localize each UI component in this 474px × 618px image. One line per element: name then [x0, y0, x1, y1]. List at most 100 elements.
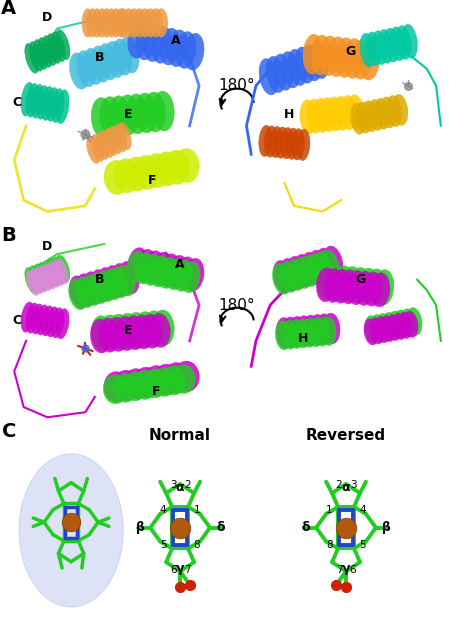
- Ellipse shape: [311, 35, 331, 75]
- Ellipse shape: [69, 279, 87, 310]
- Ellipse shape: [142, 369, 166, 398]
- Ellipse shape: [327, 97, 344, 131]
- Ellipse shape: [25, 43, 39, 74]
- Ellipse shape: [98, 268, 118, 300]
- Ellipse shape: [55, 259, 68, 284]
- Ellipse shape: [19, 454, 123, 607]
- Ellipse shape: [43, 260, 57, 287]
- Ellipse shape: [327, 37, 347, 77]
- Ellipse shape: [75, 277, 94, 308]
- Ellipse shape: [307, 253, 325, 284]
- Ellipse shape: [114, 370, 139, 400]
- Ellipse shape: [153, 91, 174, 131]
- Ellipse shape: [107, 317, 128, 352]
- Ellipse shape: [100, 315, 122, 350]
- Text: δ: δ: [301, 521, 310, 534]
- Ellipse shape: [158, 257, 177, 289]
- Ellipse shape: [128, 22, 148, 58]
- Ellipse shape: [355, 271, 374, 305]
- Text: 8: 8: [194, 540, 201, 550]
- Ellipse shape: [142, 254, 162, 286]
- Ellipse shape: [352, 40, 372, 79]
- Ellipse shape: [87, 136, 100, 163]
- Text: δ: δ: [216, 521, 225, 534]
- Ellipse shape: [264, 126, 278, 157]
- Text: 2: 2: [336, 480, 342, 490]
- Ellipse shape: [324, 246, 343, 278]
- Ellipse shape: [25, 268, 39, 294]
- Text: 7: 7: [184, 565, 191, 575]
- Ellipse shape: [303, 34, 323, 74]
- Ellipse shape: [115, 9, 127, 37]
- Point: [342, 583, 350, 593]
- Text: β: β: [382, 521, 391, 534]
- Ellipse shape: [387, 315, 401, 341]
- Ellipse shape: [381, 316, 395, 342]
- Text: D: D: [42, 11, 53, 23]
- Text: 180°: 180°: [219, 298, 255, 313]
- Ellipse shape: [120, 36, 139, 73]
- Ellipse shape: [273, 54, 293, 90]
- Ellipse shape: [91, 46, 110, 82]
- Ellipse shape: [398, 312, 412, 339]
- Ellipse shape: [309, 250, 328, 282]
- Ellipse shape: [184, 33, 204, 70]
- Ellipse shape: [364, 319, 378, 345]
- Text: G: G: [346, 45, 356, 58]
- Ellipse shape: [29, 266, 43, 292]
- Text: F: F: [147, 174, 156, 187]
- Ellipse shape: [36, 85, 49, 119]
- Ellipse shape: [109, 126, 122, 154]
- Ellipse shape: [113, 124, 127, 151]
- Text: 6: 6: [350, 565, 356, 575]
- Text: 7: 7: [336, 565, 342, 575]
- Ellipse shape: [377, 313, 392, 341]
- Ellipse shape: [404, 311, 418, 337]
- Ellipse shape: [171, 365, 195, 394]
- Ellipse shape: [36, 305, 49, 335]
- Ellipse shape: [286, 260, 305, 290]
- Ellipse shape: [164, 150, 189, 184]
- Ellipse shape: [341, 266, 362, 302]
- Ellipse shape: [273, 261, 292, 293]
- Ellipse shape: [317, 314, 333, 344]
- Ellipse shape: [149, 9, 163, 37]
- Ellipse shape: [310, 42, 329, 78]
- Ellipse shape: [30, 269, 44, 294]
- Text: 5: 5: [160, 540, 166, 550]
- Ellipse shape: [301, 318, 317, 347]
- Ellipse shape: [371, 273, 390, 307]
- Ellipse shape: [91, 269, 110, 302]
- Ellipse shape: [103, 269, 121, 300]
- Ellipse shape: [288, 320, 304, 349]
- Ellipse shape: [340, 270, 359, 304]
- Text: 1: 1: [194, 506, 201, 515]
- Ellipse shape: [176, 257, 196, 290]
- Ellipse shape: [100, 130, 114, 158]
- Text: B: B: [95, 51, 104, 64]
- Ellipse shape: [106, 9, 117, 37]
- Text: A: A: [171, 33, 180, 46]
- Text: C: C: [12, 314, 21, 327]
- Ellipse shape: [31, 85, 44, 118]
- Ellipse shape: [109, 96, 130, 136]
- Ellipse shape: [114, 159, 139, 193]
- Ellipse shape: [43, 35, 57, 66]
- Text: C: C: [2, 422, 17, 441]
- Ellipse shape: [35, 267, 48, 292]
- Ellipse shape: [386, 96, 402, 127]
- Ellipse shape: [165, 258, 185, 290]
- Ellipse shape: [118, 95, 139, 135]
- Ellipse shape: [126, 313, 148, 348]
- Ellipse shape: [26, 303, 39, 333]
- Ellipse shape: [160, 254, 180, 287]
- Ellipse shape: [132, 370, 156, 399]
- Ellipse shape: [392, 95, 408, 125]
- Ellipse shape: [371, 315, 386, 342]
- Ellipse shape: [38, 38, 52, 67]
- Ellipse shape: [127, 252, 146, 282]
- Text: 1: 1: [326, 506, 332, 515]
- Ellipse shape: [320, 316, 336, 345]
- Ellipse shape: [150, 256, 169, 287]
- Ellipse shape: [374, 98, 390, 129]
